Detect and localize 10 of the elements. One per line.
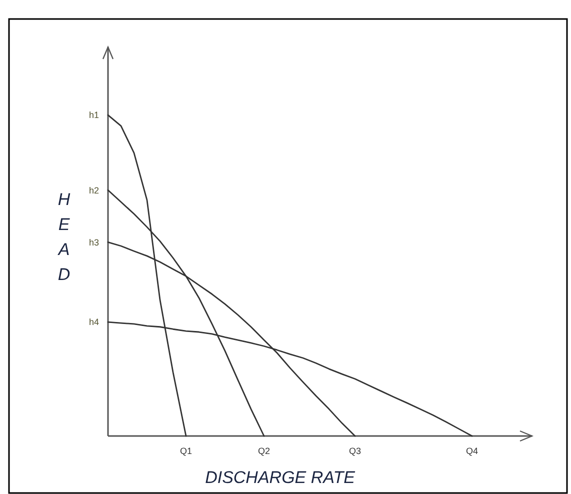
x-tick-label: Q2 — [258, 446, 270, 456]
x-axis-title: DISCHARGE RATE — [205, 468, 356, 487]
series-label: h2 — [88, 185, 100, 196]
y-axis-title: HEAD — [57, 190, 71, 284]
x-tick-label: Q4 — [466, 446, 478, 456]
x-tick-label: Q1 — [180, 446, 192, 456]
series-label: h3 — [88, 237, 100, 248]
series-label: h4 — [88, 317, 100, 328]
x-tick-label: Q3 — [348, 446, 362, 456]
series-label: h1 — [88, 110, 100, 120]
